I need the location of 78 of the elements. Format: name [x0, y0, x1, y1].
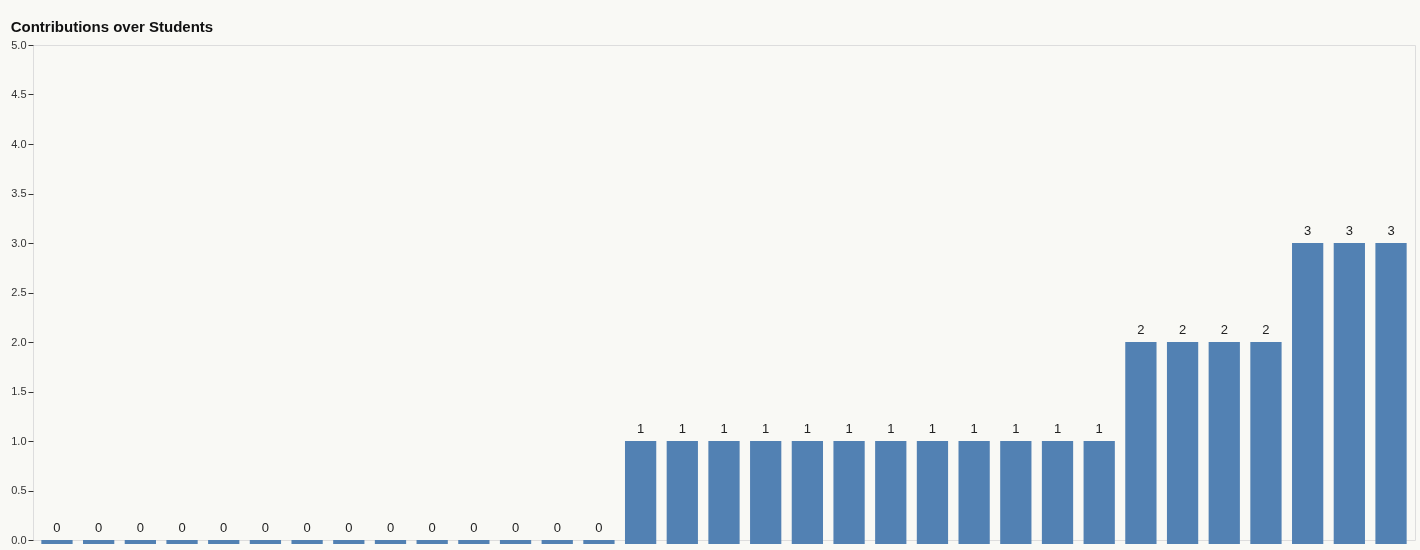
data-label: 3 — [1387, 223, 1395, 238]
data-label: 2 — [1220, 322, 1228, 337]
bar — [499, 540, 532, 544]
bar — [1292, 243, 1324, 544]
bar — [1333, 243, 1365, 544]
bar — [1041, 441, 1074, 544]
bar — [291, 540, 323, 544]
bar — [958, 441, 990, 544]
data-label: 0 — [470, 520, 478, 535]
data-label: 2 — [1137, 322, 1145, 337]
y-tick-label: 2.5 — [11, 286, 27, 298]
y-tick-label: 5.0 — [11, 38, 27, 51]
bar — [1208, 342, 1240, 544]
y-tick-label: 1.5 — [11, 385, 27, 397]
bar — [416, 540, 448, 544]
y-tick-label: 0.5 — [11, 484, 27, 496]
data-label: 0 — [53, 520, 61, 535]
bar — [750, 441, 782, 544]
data-label: 1 — [887, 421, 895, 436]
data-label: 0 — [178, 520, 186, 535]
bar — [1083, 441, 1115, 544]
bar — [83, 540, 115, 544]
bar — [1166, 342, 1199, 544]
data-label: 0 — [345, 520, 353, 535]
bar — [124, 540, 156, 544]
y-tick-label: 1.0 — [11, 434, 27, 447]
data-label: 0 — [511, 520, 520, 535]
data-label: 0 — [303, 520, 311, 535]
bar — [916, 441, 949, 544]
y-tick-label: 3.0 — [11, 236, 27, 249]
data-label: 1 — [928, 421, 937, 436]
data-label: 1 — [1095, 421, 1103, 436]
data-label: 0 — [261, 520, 270, 535]
y-tick-label: 3.5 — [11, 187, 27, 199]
bar — [791, 441, 824, 544]
data-label: 0 — [95, 520, 103, 535]
data-label: 1 — [970, 421, 978, 436]
data-label: 3 — [1304, 223, 1312, 238]
data-label: 0 — [386, 520, 395, 535]
data-label: 1 — [720, 421, 728, 436]
bar — [1000, 441, 1032, 544]
data-label: 0 — [220, 520, 228, 535]
data-label: 1 — [637, 421, 645, 436]
bar — [583, 540, 615, 544]
data-label: 0 — [136, 520, 144, 535]
data-label: 3 — [1345, 223, 1353, 238]
bar — [249, 540, 282, 544]
bar — [624, 441, 657, 544]
data-label: 1 — [762, 421, 770, 436]
data-label: 0 — [428, 520, 436, 535]
bar — [708, 441, 740, 544]
bar — [1375, 243, 1407, 544]
y-tick-label: 4.5 — [11, 88, 27, 100]
data-label: 2 — [1178, 322, 1187, 337]
chart-title: Contributions over Students — [10, 18, 214, 35]
bar — [833, 441, 865, 544]
data-label: 0 — [595, 520, 603, 535]
bar — [166, 540, 198, 544]
bar — [875, 441, 907, 544]
data-label: 2 — [1262, 322, 1270, 337]
bar — [1250, 342, 1282, 544]
bar — [41, 540, 73, 544]
bar — [458, 540, 490, 544]
data-label: 1 — [845, 421, 853, 436]
y-tick-label: 4.0 — [11, 137, 27, 150]
y-tick-label: 2.0 — [11, 335, 27, 348]
bar — [333, 540, 365, 544]
bar — [541, 540, 573, 544]
data-label: 1 — [678, 421, 686, 436]
data-label: 0 — [553, 520, 561, 535]
bar — [1125, 342, 1157, 544]
bar — [208, 540, 240, 544]
data-label: 1 — [803, 421, 811, 436]
y-tick-label: 0.0 — [11, 533, 27, 546]
data-label: 1 — [1053, 421, 1062, 436]
bar — [666, 441, 698, 544]
bar — [374, 540, 407, 544]
data-label: 1 — [1012, 421, 1020, 436]
